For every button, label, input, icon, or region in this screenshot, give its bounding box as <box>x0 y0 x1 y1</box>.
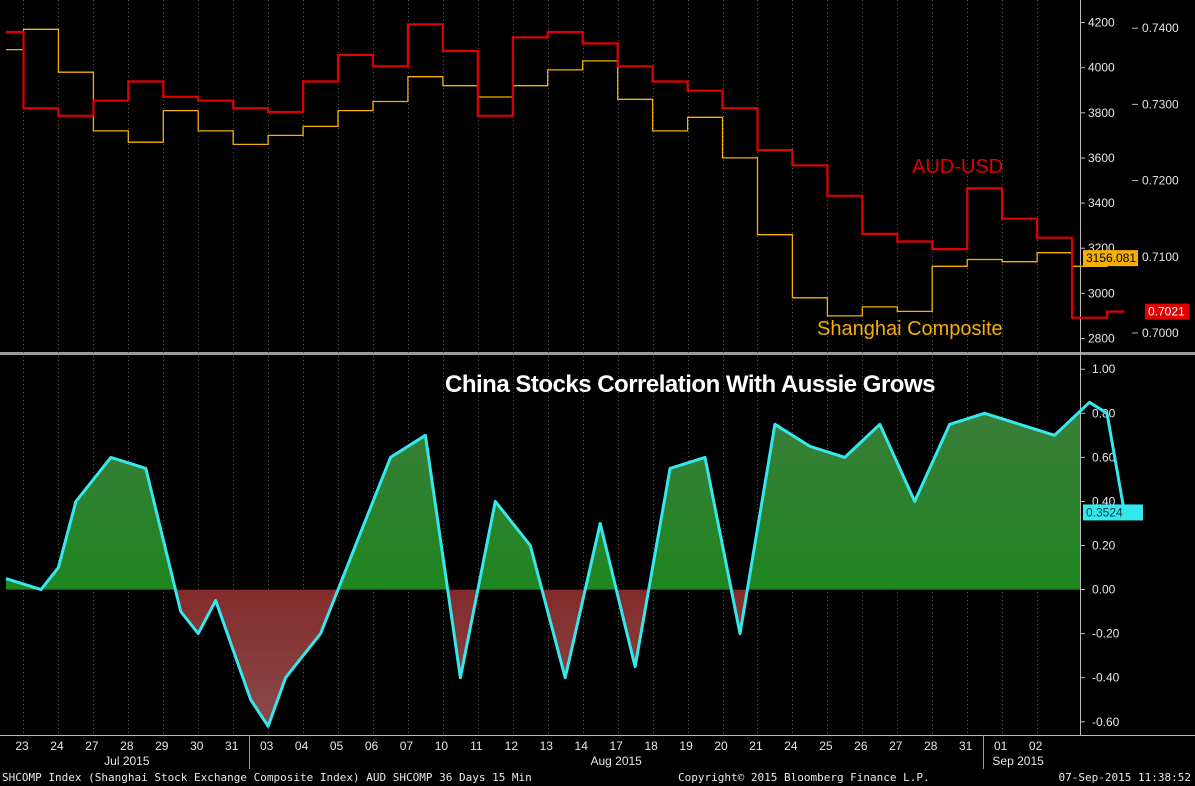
x-tick-label: 07 <box>400 739 414 753</box>
x-tick-label: 28 <box>924 739 938 753</box>
x-tick-label: 30 <box>190 739 204 753</box>
x-tick-label: 03 <box>260 739 274 753</box>
x-tick-label: 06 <box>365 739 379 753</box>
x-tick-label: 25 <box>819 739 833 753</box>
left-axis-tick-label: 4000 <box>1088 61 1115 75</box>
correlation-tick-label: 0.20 <box>1092 539 1116 553</box>
right-axis-tick-label: 0.7300 <box>1142 97 1179 111</box>
x-tick-label: 14 <box>575 739 589 753</box>
left-axis-tick-label: 3800 <box>1088 106 1115 120</box>
correlation-tick-label: 0.00 <box>1092 583 1116 597</box>
right-axis-ticks: 0.7000 0.7100 0.7200 0.7300 0.7400 <box>1132 21 1179 340</box>
last-value-label-shanghai: 3156.081 <box>1086 251 1136 265</box>
correlation-line <box>5 400 1126 728</box>
x-tick-label: 17 <box>609 739 623 753</box>
x-tick-label: 28 <box>120 739 134 753</box>
last-value-label-aud: 0.7021 <box>1148 305 1185 319</box>
correlation-tick-label: 1.00 <box>1092 362 1116 376</box>
x-tick-label: 04 <box>295 739 309 753</box>
correlation-axis-ticks: -0.60-0.40-0.200.000.200.400.600.801.00 <box>1080 362 1120 729</box>
last-value-badge-aud <box>1145 303 1189 320</box>
right-axis-tick-label: 0.7000 <box>1142 326 1179 340</box>
x-tick-label: 20 <box>714 739 728 753</box>
correlation-tick-label: -0.60 <box>1092 715 1120 729</box>
annotation-aud-usd: AUD-USD <box>912 156 1003 178</box>
x-month-label: Aug 2015 <box>590 754 642 768</box>
correlation-tick-label: -0.40 <box>1092 671 1120 685</box>
x-tick-label: 19 <box>679 739 693 753</box>
x-month-label: Jul 2015 <box>104 754 150 768</box>
x-tick-label: 02 <box>1029 739 1043 753</box>
x-tick-label: 31 <box>959 739 973 753</box>
annotation-shanghai-composite: Shanghai Composite <box>817 318 1003 340</box>
x-tick-label: 18 <box>644 739 658 753</box>
x-tick-label: 26 <box>854 739 868 753</box>
right-axis-tick-label: 0.7200 <box>1142 174 1179 188</box>
x-tick-label: 11 <box>470 739 483 753</box>
x-axis-labels: 23 24 27 28 29 30 31 03 04 05 06 07 10 11 12 13 14 17 18 19… <box>15 735 1044 769</box>
chart-title: China Stocks Correlation With Aussie Gro… <box>445 371 935 398</box>
footer-copyright: Copyright© 2015 Bloomberg Finance L.P. <box>678 771 930 784</box>
x-tick-label: 27 <box>85 739 99 753</box>
x-tick-label: 21 <box>749 739 763 753</box>
x-tick-label: 31 <box>225 739 239 753</box>
left-axis-tick-label: 3000 <box>1088 286 1115 300</box>
x-tick-label: 23 <box>15 739 29 753</box>
left-axis-tick-label: 2800 <box>1088 331 1115 345</box>
x-tick-label: 24 <box>50 739 64 753</box>
x-month-label: Sep 2015 <box>992 754 1044 768</box>
left-axis-tick-label: 4200 <box>1088 16 1115 30</box>
x-tick-label: 13 <box>540 739 554 753</box>
right-axis-tick-label: 0.7400 <box>1142 21 1179 35</box>
x-tick-label: 24 <box>784 739 798 753</box>
correlation-tick-label: 0.80 <box>1092 406 1116 420</box>
footer-timestamp: 07-Sep-2015 11:38:52 <box>1058 771 1191 784</box>
x-tick-label: 05 <box>330 739 344 753</box>
x-tick-label: 01 <box>994 739 1008 753</box>
x-tick-label: 27 <box>889 739 903 753</box>
correlation-tick-label: 0.60 <box>1092 450 1116 464</box>
correlation-area-positive <box>6 411 1080 590</box>
x-tick-label: 29 <box>155 739 169 753</box>
right-axis-tick-label: 0.7100 <box>1142 250 1179 264</box>
chart-background <box>0 0 1195 770</box>
last-value-label-correlation: 0.3524 <box>1086 505 1123 519</box>
correlation-tick-label: -0.20 <box>1092 627 1120 641</box>
last-value-badge-shanghai <box>1083 250 1138 267</box>
correlation-area-negative <box>6 589 1080 727</box>
x-tick-label: 12 <box>505 739 519 753</box>
left-axis-tick-label: 3600 <box>1088 151 1115 165</box>
series-line-aud-usd <box>6 23 1125 319</box>
left-axis-tick-label: 3400 <box>1088 196 1115 210</box>
last-value-badge-correlation <box>1083 504 1143 521</box>
chart-canvas: 280030003200340036003800400042000.70000.… <box>0 0 1195 770</box>
x-tick-label: 10 <box>435 739 449 753</box>
series-line-shanghai-composite <box>6 28 1125 317</box>
footer-security-description: SHCOMP Index (Shanghai Stock Exchange Co… <box>2 771 532 784</box>
